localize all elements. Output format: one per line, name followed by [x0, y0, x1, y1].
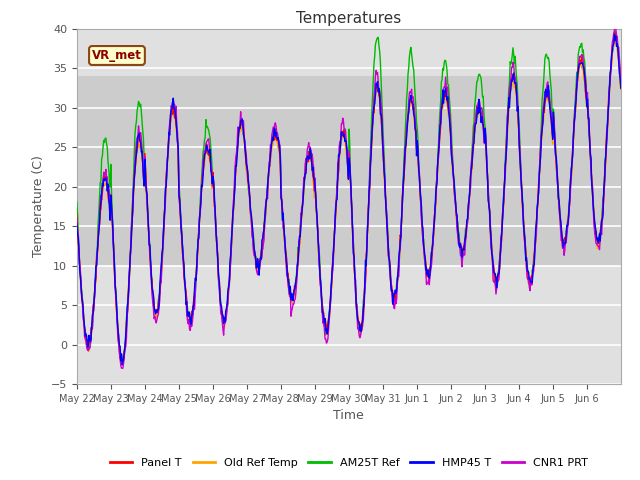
Panel T: [406, 102, 413, 108]
Old Ref Temp: [264, 177, 272, 183]
Line: HMP45 T: HMP45 T: [77, 34, 621, 365]
CNR1 PRT: [617, 81, 625, 87]
CNR1 PRT: [237, 119, 245, 125]
Y-axis label: Temperature (C): Temperature (C): [32, 156, 45, 257]
Panel T: [73, 212, 81, 218]
Old Ref Temp: [406, 108, 413, 114]
Legend: Panel T, Old Ref Temp, AM25T Ref, HMP45 T, CNR1 PRT: Panel T, Old Ref Temp, AM25T Ref, HMP45 …: [106, 454, 592, 472]
AM25T Ref: [138, 109, 145, 115]
Line: Old Ref Temp: Old Ref Temp: [77, 37, 621, 364]
Panel T: [436, 132, 444, 137]
CNR1 PRT: [118, 365, 125, 371]
HMP45 T: [285, 280, 292, 286]
AM25T Ref: [118, 357, 126, 363]
AM25T Ref: [73, 199, 81, 205]
AM25T Ref: [406, 53, 413, 59]
Line: CNR1 PRT: CNR1 PRT: [77, 29, 621, 368]
AM25T Ref: [285, 276, 292, 282]
Text: VR_met: VR_met: [92, 49, 142, 62]
Panel T: [264, 175, 272, 181]
AM25T Ref: [264, 175, 272, 180]
AM25T Ref: [237, 121, 245, 127]
HMP45 T: [406, 99, 413, 105]
HMP45 T: [617, 85, 625, 91]
CNR1 PRT: [436, 125, 444, 131]
CNR1 PRT: [264, 176, 272, 181]
Bar: [77, 76, 621, 265]
AM25T Ref: [611, 29, 619, 35]
X-axis label: Time: Time: [333, 409, 364, 422]
HMP45 T: [73, 221, 81, 227]
Old Ref Temp: [617, 87, 625, 93]
HMP45 T: [611, 31, 618, 37]
CNR1 PRT: [138, 136, 145, 142]
Panel T: [237, 118, 245, 123]
Old Ref Temp: [436, 129, 444, 134]
AM25T Ref: [436, 109, 444, 115]
HMP45 T: [118, 362, 126, 368]
HMP45 T: [436, 122, 444, 128]
Panel T: [611, 29, 619, 35]
Old Ref Temp: [73, 224, 81, 229]
HMP45 T: [237, 119, 245, 125]
CNR1 PRT: [406, 90, 413, 96]
CNR1 PRT: [285, 287, 292, 292]
Old Ref Temp: [118, 361, 126, 367]
Line: AM25T Ref: AM25T Ref: [77, 32, 621, 360]
Old Ref Temp: [285, 291, 292, 297]
HMP45 T: [138, 149, 145, 155]
Panel T: [138, 144, 145, 149]
Panel T: [119, 359, 127, 365]
CNR1 PRT: [612, 26, 620, 32]
Panel T: [285, 284, 292, 289]
Old Ref Temp: [138, 147, 145, 153]
HMP45 T: [264, 174, 272, 180]
CNR1 PRT: [73, 216, 81, 221]
Old Ref Temp: [237, 122, 245, 128]
Panel T: [617, 85, 625, 91]
Title: Temperatures: Temperatures: [296, 11, 401, 26]
Old Ref Temp: [611, 35, 619, 40]
AM25T Ref: [617, 79, 625, 85]
Line: Panel T: Panel T: [77, 32, 621, 362]
